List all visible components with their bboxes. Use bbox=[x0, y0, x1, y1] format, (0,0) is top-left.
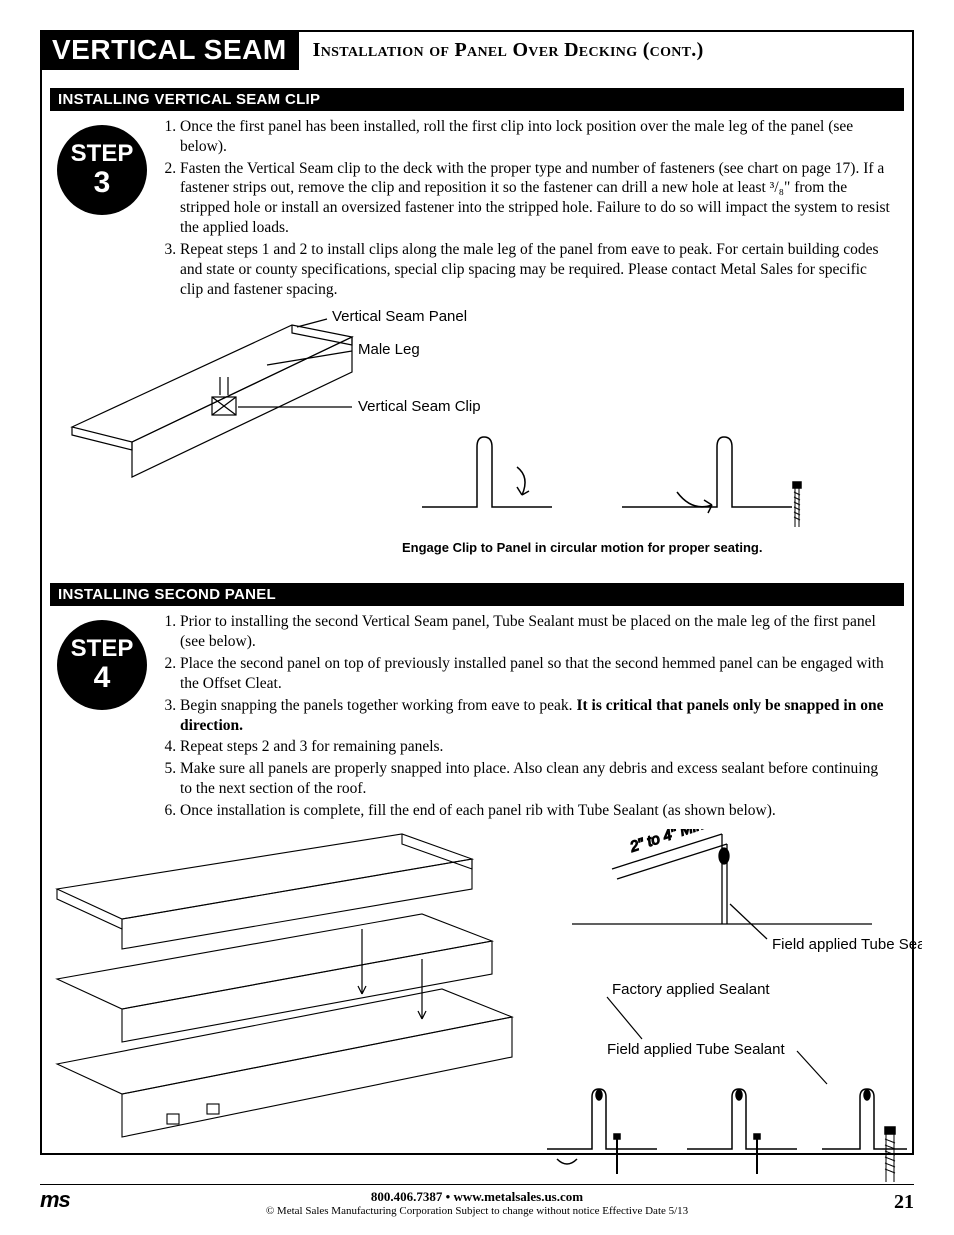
label-maleleg: Male Leg bbox=[358, 341, 420, 358]
step3-word: STEP bbox=[71, 142, 134, 166]
step3-diagram: Vertical Seam Panel Male Leg Vertical Se… bbox=[52, 307, 902, 567]
step3-caption: Engage Clip to Panel in circular motion … bbox=[402, 540, 762, 555]
content-frame: VERTICAL SEAM Installation of Panel Over… bbox=[40, 30, 914, 1155]
step4-item4: Repeat steps 2 and 3 for remaining panel… bbox=[180, 737, 894, 757]
footer: ms 800.406.7387 • www.metalsales.us.com … bbox=[40, 1184, 914, 1217]
step4-row: STEP 4 Prior to installing the second Ve… bbox=[42, 612, 912, 822]
section-header-step3: INSTALLING VERTICAL SEAM CLIP bbox=[50, 88, 904, 111]
step3-badge: STEP 3 bbox=[52, 117, 152, 301]
label-field-sealant2: Field applied Tube Sealant bbox=[607, 1041, 785, 1058]
step4-instructions: Prior to installing the second Vertical … bbox=[152, 612, 902, 822]
step3-item2: Fasten the Vertical Seam clip to the dec… bbox=[180, 159, 894, 238]
page-number: 21 bbox=[894, 1191, 914, 1214]
step4-word: STEP bbox=[71, 637, 134, 661]
step4-circle: STEP 4 bbox=[57, 620, 147, 710]
step3-item1: Once the first panel has been installed,… bbox=[180, 117, 894, 157]
page: VERTICAL SEAM Installation of Panel Over… bbox=[0, 0, 954, 1235]
step4-svg: 2" to 4" Minimum Field applied Tube Seal… bbox=[52, 829, 922, 1199]
label-clip: Vertical Seam Clip bbox=[358, 398, 481, 415]
step4-item3: Begin snapping the panels together worki… bbox=[180, 696, 894, 736]
step4-num: 4 bbox=[94, 663, 111, 693]
footer-contact: 800.406.7387 • www.metalsales.us.com bbox=[40, 1189, 914, 1205]
title-bar: VERTICAL SEAM Installation of Panel Over… bbox=[40, 30, 910, 70]
step3-row: STEP 3 Once the first panel has been ins… bbox=[42, 117, 912, 301]
step3-circle: STEP 3 bbox=[57, 125, 147, 215]
title-main: VERTICAL SEAM bbox=[40, 30, 299, 70]
step3-item3: Repeat steps 1 and 2 to install clips al… bbox=[180, 240, 894, 299]
step4-item5: Make sure all panels are properly snappe… bbox=[180, 759, 894, 799]
label-field-sealant1: Field applied Tube Sealant bbox=[772, 936, 922, 953]
step4-badge: STEP 4 bbox=[52, 612, 152, 822]
logo-icon: ms bbox=[40, 1187, 70, 1213]
footer-copyright: © Metal Sales Manufacturing Corporation … bbox=[40, 1205, 914, 1217]
step3-num: 3 bbox=[94, 168, 111, 198]
title-subtitle: Installation of Panel Over Decking (cont… bbox=[299, 39, 704, 62]
step4-item1: Prior to installing the second Vertical … bbox=[180, 612, 894, 652]
step3-instructions: Once the first panel has been installed,… bbox=[152, 117, 902, 301]
section-header-step4: INSTALLING SECOND PANEL bbox=[50, 583, 904, 606]
step4-diagram: 2" to 4" Minimum Field applied Tube Seal… bbox=[52, 829, 902, 1199]
step3-svg: Vertical Seam Panel Male Leg Vertical Se… bbox=[52, 307, 902, 567]
step4-item2: Place the second panel on top of previou… bbox=[180, 654, 894, 694]
label-panel: Vertical Seam Panel bbox=[332, 308, 467, 325]
step4-item6: Once installation is complete, fill the … bbox=[180, 801, 894, 821]
label-factory-sealant: Factory applied Sealant bbox=[612, 981, 770, 998]
